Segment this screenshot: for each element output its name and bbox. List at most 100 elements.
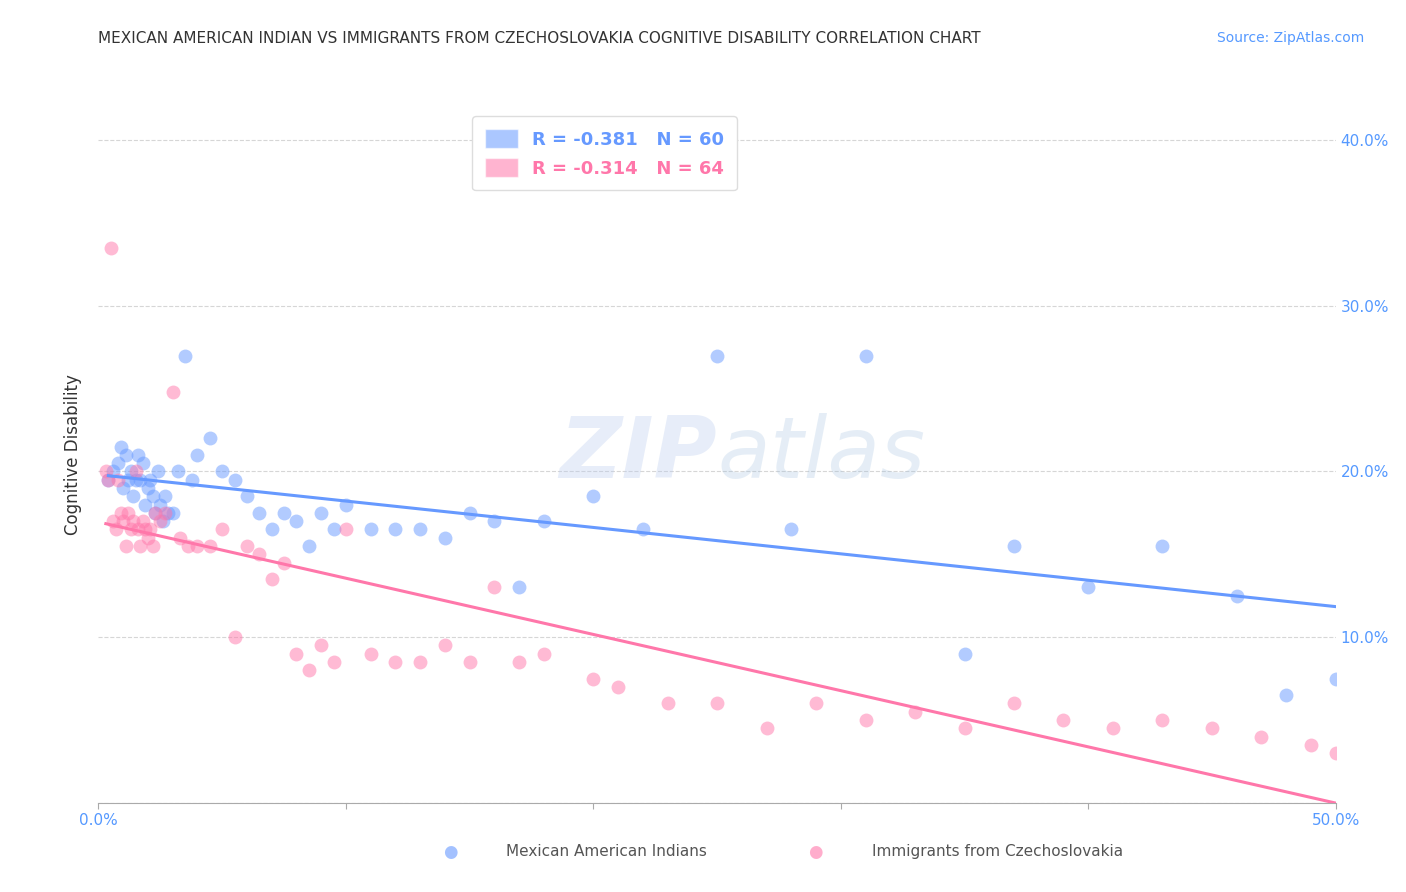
Point <box>122 514 145 528</box>
Point <box>129 473 152 487</box>
Point <box>127 448 149 462</box>
Point <box>136 531 159 545</box>
Point <box>127 523 149 537</box>
Point <box>433 531 456 545</box>
Point <box>953 647 976 661</box>
Point <box>1052 713 1074 727</box>
Point <box>1002 697 1025 711</box>
Text: Source: ZipAtlas.com: Source: ZipAtlas.com <box>1216 31 1364 45</box>
Point <box>458 655 481 669</box>
Point <box>110 506 132 520</box>
Point <box>706 349 728 363</box>
Point <box>1275 688 1298 702</box>
Point <box>1324 746 1347 760</box>
Point <box>198 539 221 553</box>
Point <box>855 713 877 727</box>
Point <box>508 581 530 595</box>
Point <box>114 448 136 462</box>
Point <box>458 506 481 520</box>
Point <box>139 473 162 487</box>
Point <box>322 523 344 537</box>
Point <box>224 630 246 644</box>
Point <box>122 489 145 503</box>
Point <box>162 384 184 399</box>
Point <box>1201 721 1223 735</box>
Point <box>142 489 165 503</box>
Point <box>155 506 177 520</box>
Point <box>631 523 654 537</box>
Text: atlas: atlas <box>717 413 925 497</box>
Point <box>152 514 174 528</box>
Point <box>120 465 142 479</box>
Point <box>298 663 321 677</box>
Point <box>107 473 129 487</box>
Point <box>198 431 221 445</box>
Text: ●: ● <box>443 843 457 861</box>
Point <box>1002 539 1025 553</box>
Point <box>134 523 156 537</box>
Point <box>582 672 605 686</box>
Point <box>211 523 233 537</box>
Point <box>335 523 357 537</box>
Point <box>94 465 117 479</box>
Point <box>176 539 198 553</box>
Point <box>236 539 259 553</box>
Point <box>309 639 332 653</box>
Point <box>360 523 382 537</box>
Point <box>120 523 142 537</box>
Text: ZIP: ZIP <box>560 413 717 497</box>
Point <box>755 721 778 735</box>
Point <box>124 465 146 479</box>
Point <box>1299 738 1322 752</box>
Text: MEXICAN AMERICAN INDIAN VS IMMIGRANTS FROM CZECHOSLOVAKIA COGNITIVE DISABILITY C: MEXICAN AMERICAN INDIAN VS IMMIGRANTS FR… <box>98 31 981 46</box>
Point <box>1152 713 1174 727</box>
Point <box>508 655 530 669</box>
Point <box>110 440 132 454</box>
Point <box>134 498 156 512</box>
Point <box>409 523 432 537</box>
Point <box>103 514 125 528</box>
Point <box>112 514 135 528</box>
Point <box>155 489 177 503</box>
Point <box>1250 730 1272 744</box>
Point <box>162 506 184 520</box>
Point <box>174 349 197 363</box>
Point <box>156 506 179 520</box>
Point <box>657 697 679 711</box>
Point <box>260 523 283 537</box>
Point <box>533 647 555 661</box>
Point <box>124 473 146 487</box>
Point <box>247 506 270 520</box>
Point <box>97 473 120 487</box>
Point <box>273 506 295 520</box>
Point <box>298 539 321 553</box>
Point <box>186 539 208 553</box>
Point <box>132 456 155 470</box>
Point <box>1152 539 1174 553</box>
Point <box>1324 672 1347 686</box>
Legend: R = -0.381   N = 60, R = -0.314   N = 64: R = -0.381 N = 60, R = -0.314 N = 64 <box>472 116 737 190</box>
Point <box>129 539 152 553</box>
Point <box>1226 589 1249 603</box>
Point <box>100 241 122 255</box>
Point <box>112 481 135 495</box>
Point <box>953 721 976 735</box>
Point <box>904 705 927 719</box>
Point <box>139 523 162 537</box>
Point <box>607 680 630 694</box>
Point <box>211 465 233 479</box>
Point <box>322 655 344 669</box>
Point <box>533 514 555 528</box>
Point <box>484 581 506 595</box>
Point <box>97 473 120 487</box>
Point <box>117 473 139 487</box>
Point <box>433 639 456 653</box>
Point <box>136 481 159 495</box>
Point <box>143 506 166 520</box>
Point <box>142 539 165 553</box>
Point <box>107 456 129 470</box>
Point <box>186 448 208 462</box>
Point <box>114 539 136 553</box>
Point <box>409 655 432 669</box>
Point <box>104 523 127 537</box>
